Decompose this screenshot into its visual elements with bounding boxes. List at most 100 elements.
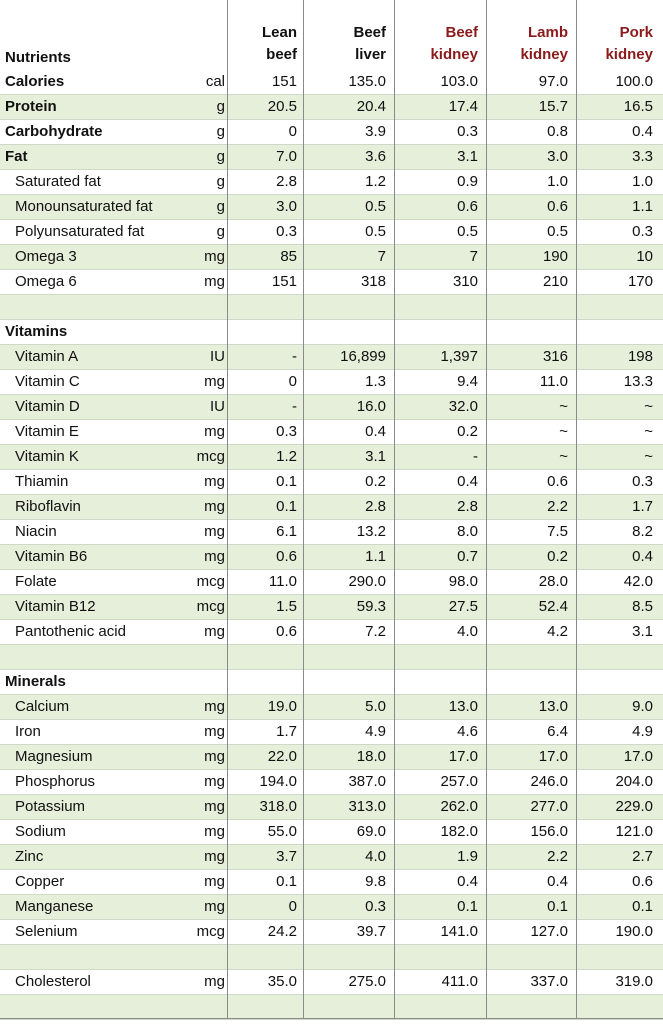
value-cell: 52.4	[538, 598, 568, 615]
value-cell: 16,899	[340, 348, 386, 365]
value-cell: -	[292, 398, 297, 415]
value-cell: 18.0	[356, 748, 386, 765]
value-cell: 0.4	[547, 873, 568, 890]
nutrient-unit: g	[216, 148, 225, 165]
table-bottom-border	[0, 1018, 663, 1019]
value-cell: 4.0	[457, 623, 478, 640]
value-cell: 4.6	[457, 723, 478, 740]
value-cell: 1.0	[547, 173, 568, 190]
value-cell: 39.7	[356, 923, 386, 940]
column-header-line2: kidney	[520, 46, 568, 63]
value-cell: 13.0	[448, 698, 478, 715]
column-divider	[576, 0, 577, 1018]
value-cell: 15.7	[538, 98, 568, 115]
nutrient-unit: g	[216, 98, 225, 115]
value-cell: 318.0	[259, 798, 297, 815]
value-cell: 0	[288, 123, 297, 140]
value-cell: 319.0	[615, 973, 653, 990]
value-cell: 7	[469, 248, 478, 265]
table-row: Polyunsaturated fat g 0.3 0.5 0.5 0.5 0.3	[0, 220, 663, 245]
value-cell: -	[292, 348, 297, 365]
value-cell: 55.0	[267, 823, 297, 840]
column-header-line1: Beef	[445, 24, 478, 41]
nutrient-name: Vitamin D	[15, 398, 80, 415]
header-nutrients: Nutrients	[5, 49, 71, 66]
column-header-0: Lean beef	[227, 22, 297, 66]
column-header-3: Lamb kidney	[498, 22, 568, 66]
value-cell: 0	[288, 373, 297, 390]
table-row: Sodium mg 55.0 69.0 182.0 156.0 121.0	[0, 820, 663, 845]
value-cell: 210	[542, 273, 568, 290]
table-row: Vitamin B6 mg 0.6 1.1 0.7 0.2 0.4	[0, 545, 663, 570]
nutrient-unit: g	[216, 223, 225, 240]
nutrient-name: Sodium	[15, 823, 66, 840]
value-cell: 194.0	[259, 773, 297, 790]
value-cell: 0.6	[632, 873, 653, 890]
value-cell: -	[473, 448, 478, 465]
nutrient-unit: mg	[204, 898, 225, 915]
value-cell: 22.0	[267, 748, 297, 765]
value-cell: 0.1	[632, 898, 653, 915]
value-cell: 1,397	[440, 348, 478, 365]
value-cell: ~	[644, 398, 653, 415]
nutrient-name: Zinc	[15, 848, 44, 865]
column-divider	[227, 0, 228, 1018]
value-cell: 8.2	[632, 523, 653, 540]
value-cell: ~	[559, 448, 568, 465]
nutrient-unit: g	[216, 198, 225, 215]
value-cell: 0.3	[457, 123, 478, 140]
value-cell: 0.6	[547, 473, 568, 490]
value-cell: 277.0	[530, 798, 568, 815]
table-row: Minerals	[0, 670, 663, 695]
value-cell: 127.0	[530, 923, 568, 940]
value-cell: 13.3	[623, 373, 653, 390]
value-cell: 0.5	[365, 223, 386, 240]
value-cell: 3.6	[365, 148, 386, 165]
table-row: Vitamin K mcg 1.2 3.1 - ~ ~	[0, 445, 663, 470]
nutrient-name: Vitamin E	[15, 423, 79, 440]
value-cell: 0.5	[365, 198, 386, 215]
column-header-line2: beef	[266, 46, 297, 63]
value-cell: 387.0	[348, 773, 386, 790]
nutrient-unit: mg	[204, 248, 225, 265]
nutrient-name: Carbohydrate	[5, 123, 103, 140]
value-cell: 27.5	[448, 598, 478, 615]
value-cell: 257.0	[440, 773, 478, 790]
value-cell: 59.3	[356, 598, 386, 615]
table-row: Cholesterol mg 35.0 275.0 411.0 337.0 319.0	[0, 970, 663, 995]
column-divider	[394, 0, 395, 1018]
table-row: Vitamin A IU - 16,899 1,397 316 198	[0, 345, 663, 370]
value-cell: 6.4	[547, 723, 568, 740]
table-row: Niacin mg 6.1 13.2 8.0 7.5 8.2	[0, 520, 663, 545]
value-cell: 32.0	[448, 398, 478, 415]
value-cell: 316	[542, 348, 568, 365]
value-cell: 0.6	[547, 198, 568, 215]
nutrient-unit: g	[216, 123, 225, 140]
value-cell: ~	[644, 423, 653, 440]
value-cell: 310	[452, 273, 478, 290]
table-row: Pantothenic acid mg 0.6 7.2 4.0 4.2 3.1	[0, 620, 663, 645]
table-row: Protein g 20.5 20.4 17.4 15.7 16.5	[0, 95, 663, 120]
column-header-2: Beef kidney	[408, 22, 478, 66]
table-row: Fat g 7.0 3.6 3.1 3.0 3.3	[0, 145, 663, 170]
nutrient-name: Vitamin B6	[15, 548, 88, 565]
value-cell: 42.0	[623, 573, 653, 590]
value-cell: 1.2	[365, 173, 386, 190]
value-cell: 1.1	[632, 198, 653, 215]
value-cell: 0.6	[276, 623, 297, 640]
value-cell: 9.8	[365, 873, 386, 890]
value-cell: 318	[360, 273, 386, 290]
table-row: Calcium mg 19.0 5.0 13.0 13.0 9.0	[0, 695, 663, 720]
value-cell: 7	[377, 248, 386, 265]
table-row	[0, 995, 663, 1020]
nutrient-name: Vitamin A	[15, 348, 79, 365]
value-cell: 0.5	[457, 223, 478, 240]
nutrient-name: Manganese	[15, 898, 94, 915]
value-cell: 8.5	[632, 598, 653, 615]
column-header-line1: Lamb	[527, 24, 568, 41]
table-row: Phosphorus mg 194.0 387.0 257.0 246.0 204.0	[0, 770, 663, 795]
value-cell: 262.0	[440, 798, 478, 815]
value-cell: 313.0	[348, 798, 386, 815]
nutrient-unit: mg	[204, 373, 225, 390]
value-cell: 17.0	[448, 748, 478, 765]
